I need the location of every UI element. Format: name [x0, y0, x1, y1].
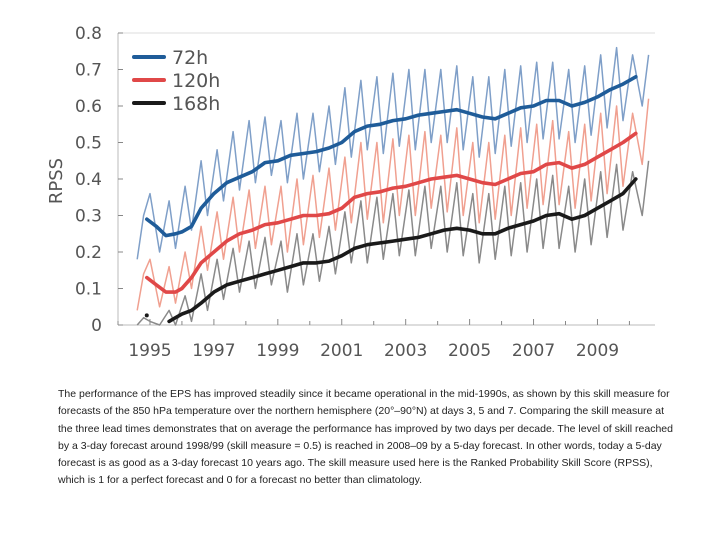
x-tick-label: 2003 [384, 341, 427, 360]
x-tick-label: 2009 [576, 341, 619, 360]
x-tick-label: 1997 [192, 341, 235, 360]
x-tick-label: 1995 [128, 341, 171, 360]
y-tick-label: 0.4 [75, 170, 102, 190]
smooth-line-120h [145, 131, 638, 294]
y-tick-label: 0.7 [75, 61, 102, 81]
y-tick-label: 0.5 [75, 134, 102, 154]
legend-label-120h: 120h [172, 70, 220, 92]
x-tick-label: 2007 [512, 341, 555, 360]
y-tick-label: 0.3 [75, 207, 102, 227]
raw-line-72h [136, 46, 650, 260]
figure-caption: The performance of the EPS has improved … [58, 388, 673, 487]
y-tick-label: 0 [91, 316, 102, 336]
marker-point [144, 313, 149, 318]
rpss-chart: RPSS 0 0.1 0.2 0.3 0.4 0.5 0.6 0.7 0.8 1995 1997 19… [46, 24, 655, 360]
y-tick-label: 0.6 [75, 97, 102, 117]
y-tick-label: 0.1 [75, 280, 102, 300]
x-tick-label: 2001 [320, 341, 363, 360]
axes: 0 0.1 0.2 0.3 0.4 0.5 0.6 0.7 0.8 1995 1997 1999 200… [75, 24, 655, 360]
smoothed-series-lines [145, 75, 638, 324]
x-tick-label: 1999 [256, 341, 299, 360]
legend-label-168h: 168h [172, 93, 220, 115]
y-tick-label: 0.2 [75, 243, 102, 263]
y-axis-label: RPSS [46, 158, 67, 204]
smooth-line-72h [145, 75, 638, 238]
x-tick-label: 2005 [448, 341, 491, 360]
y-tick-label: 0.8 [75, 24, 102, 44]
marker-layer [144, 313, 149, 318]
smooth-line-168h [167, 177, 638, 324]
legend-label-72h: 72h [172, 47, 208, 69]
